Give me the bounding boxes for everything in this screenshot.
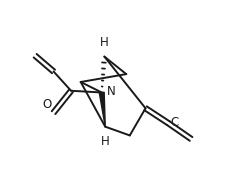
Text: C: C	[169, 116, 178, 129]
Polygon shape	[99, 92, 105, 127]
Text: H: H	[100, 135, 109, 148]
Text: H: H	[100, 36, 108, 49]
Text: O: O	[42, 98, 52, 111]
Text: N: N	[106, 85, 115, 98]
